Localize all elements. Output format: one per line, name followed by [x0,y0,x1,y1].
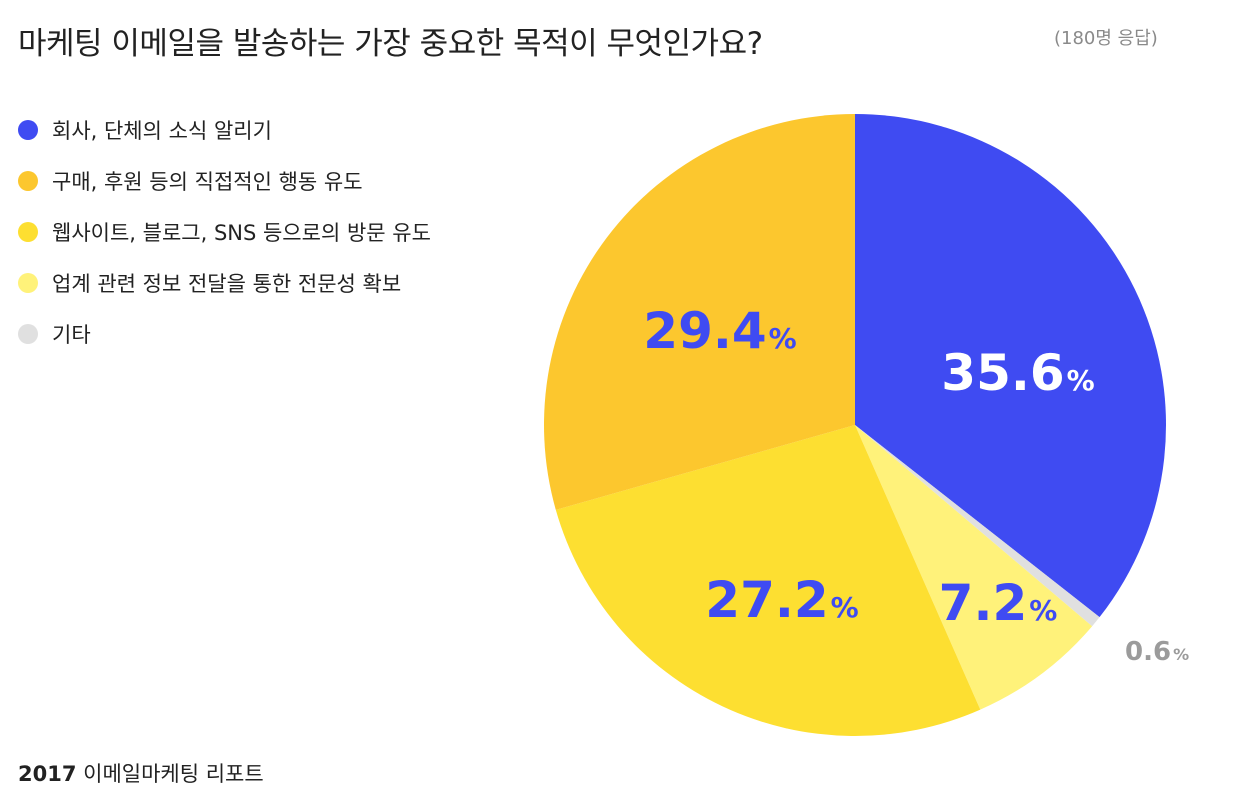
legend-swatch [18,323,38,344]
legend-item: 웹사이트, 블로그, SNS 등으로의 방문 유도 [18,206,431,257]
pie-slice [555,425,981,736]
pie-slice [855,425,1100,627]
legend-item: 업계 관련 정보 전달을 통한 전문성 확보 [18,257,431,308]
report-year: 2017 [18,762,77,786]
legend-label: 기타 [52,322,91,347]
legend-swatch [18,119,38,140]
slice-value-label: 7.2% [939,574,1058,632]
respondent-count: (180명 응답) [1054,28,1158,49]
pie-slice [855,425,1093,710]
legend-swatch [18,221,38,242]
slice-value-label: 29.4% [643,302,796,360]
legend-label: 업계 관련 정보 전달을 통한 전문성 확보 [52,271,402,296]
slice-value-label: 27.2% [705,571,858,629]
legend-swatch [18,272,38,293]
report-name: 이메일마케팅 리포트 [83,762,264,786]
legend-item: 기타 [18,308,431,359]
report-credit: 2017 이메일마케팅 리포트 [18,758,264,788]
legend-label: 회사, 단체의 소식 알리기 [52,118,272,143]
slice-value-label: 35.6% [941,344,1094,402]
legend-item: 구매, 후원 등의 직접적인 행동 유도 [18,155,431,206]
legend-label: 구매, 후원 등의 직접적인 행동 유도 [52,169,363,194]
pie-slice [855,113,1167,618]
legend-label: 웹사이트, 블로그, SNS 등으로의 방문 유도 [52,220,431,245]
chart-title: 마케팅 이메일을 발송하는 가장 중요한 목적이 무엇인가요? [18,26,763,62]
legend-item: 회사, 단체의 소식 알리기 [18,104,431,155]
legend-swatch [18,170,38,191]
pie-slice [544,114,855,510]
slice-value-label: 0.6% [1125,637,1189,667]
